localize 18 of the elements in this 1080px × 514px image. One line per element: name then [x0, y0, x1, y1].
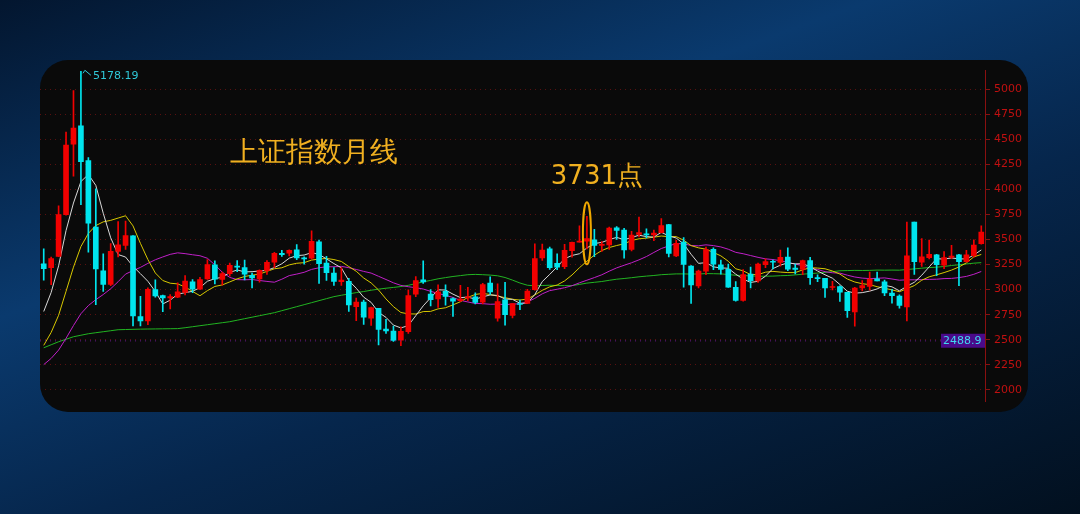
y-tick-label: 2000	[994, 382, 1022, 396]
y-tick-label: 4250	[994, 157, 1022, 171]
annotation: 5178.19	[92, 69, 139, 83]
annotation: 3731点	[550, 160, 643, 191]
y-tick-label: 3250	[994, 257, 1022, 271]
y-tick-label: 5000	[994, 82, 1022, 95]
ref-line-label: 2488.9	[943, 333, 982, 347]
y-tick-label: 2500	[994, 332, 1022, 346]
text: 上证指数月线	[230, 134, 398, 168]
y-tick-label: 3750	[994, 207, 1022, 221]
y-tick-label: 4750	[994, 107, 1022, 121]
y-tick-label: 4500	[994, 132, 1022, 146]
y-tick-label: 2750	[994, 307, 1022, 321]
y-tick-label: 3500	[994, 232, 1022, 246]
y-tick-label: 4000	[994, 182, 1022, 196]
y-tick-label: 2250	[994, 357, 1022, 371]
y-tick-label: 3000	[994, 282, 1022, 296]
candlestick	[636, 216, 642, 238]
